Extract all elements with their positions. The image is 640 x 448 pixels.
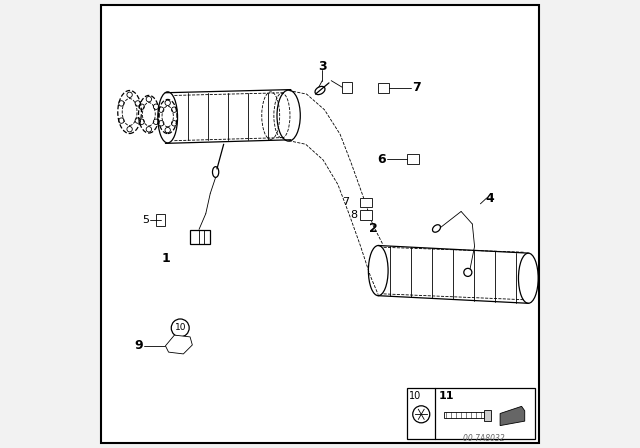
Bar: [484, 409, 491, 421]
Text: 4: 4: [486, 191, 495, 205]
Text: 3: 3: [318, 60, 326, 73]
Text: 6: 6: [378, 153, 386, 166]
Bar: [407, 154, 419, 164]
Text: 9: 9: [134, 339, 143, 353]
Bar: [444, 412, 484, 418]
Circle shape: [172, 319, 189, 337]
Text: 8: 8: [350, 210, 357, 220]
Text: 11: 11: [439, 391, 454, 401]
Bar: [342, 82, 352, 93]
Polygon shape: [165, 335, 192, 354]
Circle shape: [413, 406, 430, 423]
Bar: [378, 83, 389, 93]
Text: 10: 10: [409, 391, 421, 401]
Text: 5: 5: [142, 215, 149, 224]
Text: 7: 7: [412, 81, 420, 95]
Bar: [360, 210, 372, 220]
Bar: [360, 198, 372, 207]
Bar: [156, 214, 165, 226]
Text: 1: 1: [161, 252, 170, 266]
Bar: [407, 388, 535, 439]
Text: 00 7A8032: 00 7A8032: [463, 434, 504, 443]
Text: 2: 2: [369, 222, 378, 235]
Text: 7: 7: [342, 198, 349, 207]
Bar: [190, 230, 210, 244]
Text: 10: 10: [175, 323, 186, 332]
Polygon shape: [500, 406, 525, 426]
